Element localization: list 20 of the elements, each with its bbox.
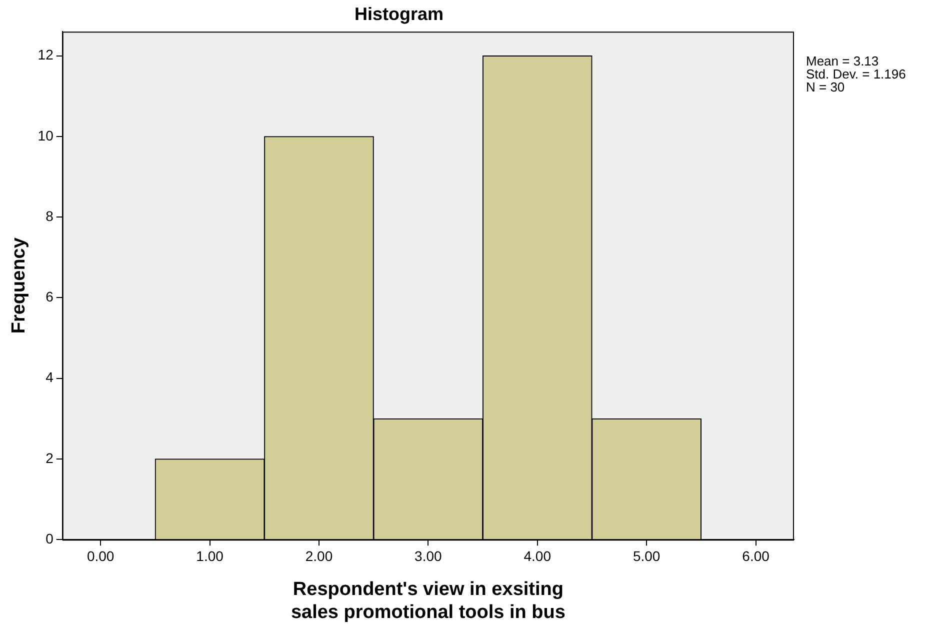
x-tick-label: 2.00 — [305, 548, 333, 564]
x-tick-label: 3.00 — [414, 548, 442, 564]
y-tick-label: 10 — [38, 127, 54, 144]
text: Std. Dev. = 1.196 — [806, 66, 906, 82]
chart-title: Histogram — [354, 4, 444, 24]
x-axis-title: Respondent's view in exsiting sales promotional tools in bus — [290, 579, 566, 623]
text: N = 30 — [806, 80, 845, 95]
x-tick-label: 0.00 — [86, 548, 114, 564]
x-tick-label: 1.00 — [196, 548, 224, 564]
text: Mean = 3.13 — [806, 54, 879, 69]
y-tick-label: 6 — [46, 288, 54, 305]
y-tick-label: 4 — [46, 369, 54, 386]
y-tick-label: 2 — [46, 450, 54, 466]
x-tick-label: 5.00 — [632, 548, 660, 564]
y-axis-title: Frequency — [8, 237, 30, 334]
y-tick-label: 12 — [38, 46, 54, 63]
x-tick-label: 4.00 — [524, 548, 552, 564]
y-tick-label: 0 — [46, 530, 54, 546]
x-tick-label: 6.00 — [742, 548, 770, 564]
y-tick-label: 8 — [46, 208, 54, 224]
